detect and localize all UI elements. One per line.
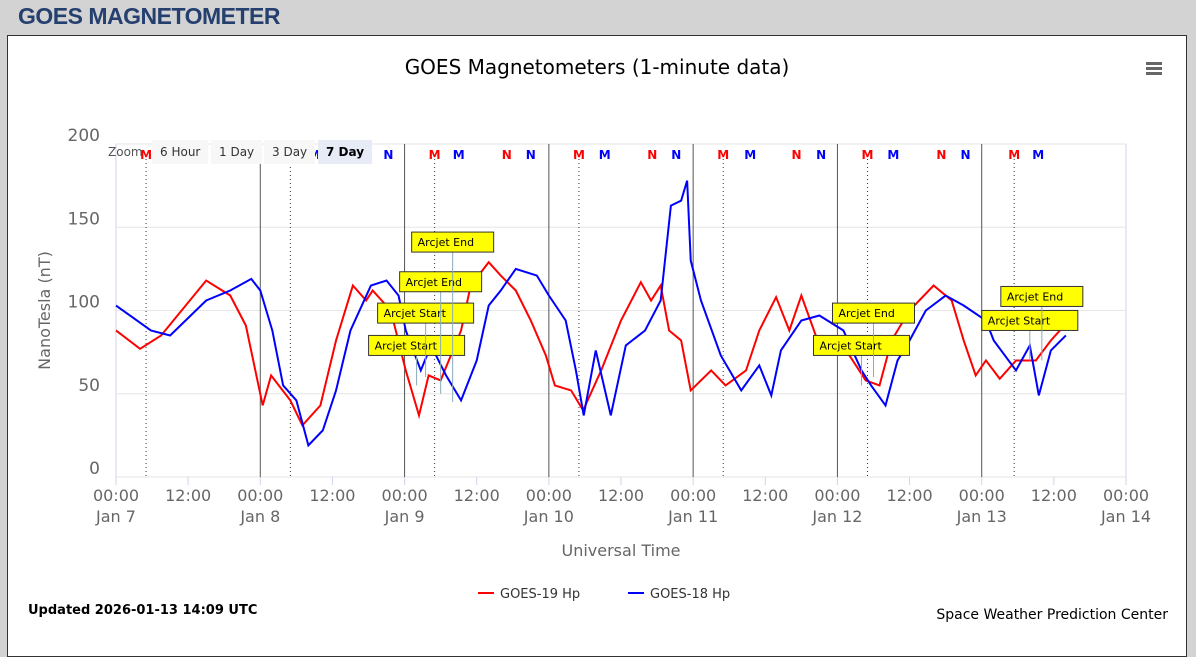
y-tick-label: 100 bbox=[68, 293, 100, 313]
credit-text: Space Weather Prediction Center bbox=[936, 607, 1168, 623]
x-tick-date: Jan 14 bbox=[1100, 507, 1151, 526]
annotation-label: Arcjet Start bbox=[819, 339, 882, 352]
x-tick-date: Jan 9 bbox=[384, 507, 425, 526]
x-tick-date: Jan 11 bbox=[667, 507, 718, 526]
x-tick-date: Jan 8 bbox=[239, 507, 280, 526]
event-marker-M: M bbox=[744, 148, 756, 162]
event-marker-N: N bbox=[792, 148, 802, 162]
event-marker-N: N bbox=[816, 148, 826, 162]
x-tick-time: 12:00 bbox=[742, 486, 788, 505]
hamburger-icon[interactable] bbox=[1146, 60, 1162, 77]
zoom-7-day-button[interactable]: 7 Day bbox=[318, 140, 373, 164]
event-marker-N: N bbox=[502, 148, 512, 162]
zoom-3-day-button[interactable]: 3 Day bbox=[264, 140, 316, 164]
y-tick-label: 0 bbox=[89, 459, 100, 479]
annotation-label: Arcjet End bbox=[406, 276, 462, 289]
event-marker-M: M bbox=[599, 148, 611, 162]
annotation-box bbox=[399, 271, 483, 293]
x-tick-time: 00:00 bbox=[237, 486, 283, 505]
event-marker-M: M bbox=[453, 148, 465, 162]
annotation-box bbox=[981, 309, 1079, 331]
x-tick-time: 00:00 bbox=[93, 486, 139, 505]
legend-item: GOES-18 Hp bbox=[650, 587, 730, 602]
event-marker-M: M bbox=[1032, 148, 1044, 162]
legend-item: GOES-19 Hp bbox=[500, 587, 580, 602]
x-tick-time: 12:00 bbox=[309, 486, 355, 505]
event-marker-M: M bbox=[140, 148, 152, 162]
x-tick-date: Jan 13 bbox=[956, 507, 1007, 526]
x-tick-time: 12:00 bbox=[454, 486, 500, 505]
event-marker-M: M bbox=[1008, 148, 1020, 162]
event-marker-N: N bbox=[671, 148, 681, 162]
event-marker-M: M bbox=[862, 148, 874, 162]
zoom-label: Zoom bbox=[108, 145, 143, 159]
x-tick-time: 12:00 bbox=[165, 486, 211, 505]
annotation-box bbox=[812, 334, 910, 356]
annotation-label: Arcjet End bbox=[839, 307, 895, 320]
zoom-6-hour-button[interactable]: 6 Hour bbox=[152, 140, 209, 164]
x-tick-time: 00:00 bbox=[670, 486, 716, 505]
page-header-title: GOES MAGNETOMETER bbox=[18, 3, 281, 29]
annotation-label: Arcjet Start bbox=[384, 307, 447, 320]
y-tick-label: 150 bbox=[68, 209, 100, 229]
y-tick-label: 200 bbox=[68, 126, 100, 146]
x-tick-date: Jan 12 bbox=[811, 507, 862, 526]
x-axis-label: Universal Time bbox=[561, 541, 680, 560]
x-tick-time: 12:00 bbox=[887, 486, 933, 505]
event-marker-N: N bbox=[383, 148, 393, 162]
annotation-label: Arcjet End bbox=[1007, 290, 1063, 303]
zoom-1-day-button[interactable]: 1 Day bbox=[211, 140, 263, 164]
series-line-goes-18-hp bbox=[115, 180, 1067, 448]
annotation-box bbox=[377, 302, 475, 324]
x-tick-time: 00:00 bbox=[814, 486, 860, 505]
event-marker-N: N bbox=[647, 148, 657, 162]
annotation-box bbox=[1000, 285, 1084, 307]
annotation-box bbox=[832, 302, 915, 324]
x-tick-time: 12:00 bbox=[598, 486, 644, 505]
chart-title: GOES Magnetometers (1-minute data) bbox=[405, 55, 790, 79]
annotation-label: Arcjet Start bbox=[988, 314, 1051, 327]
x-tick-date: Jan 10 bbox=[523, 507, 574, 526]
event-marker-N: N bbox=[936, 148, 946, 162]
event-marker-N: N bbox=[960, 148, 970, 162]
annotation-label: Arcjet Start bbox=[375, 339, 438, 352]
event-marker-M: M bbox=[573, 148, 585, 162]
y-axis-label: NanoTesla (nT) bbox=[35, 251, 54, 370]
x-tick-date: Jan 7 bbox=[95, 507, 136, 526]
x-tick-time: 12:00 bbox=[1031, 486, 1077, 505]
x-tick-time: 00:00 bbox=[526, 486, 572, 505]
event-marker-M: M bbox=[429, 148, 441, 162]
event-marker-M: M bbox=[717, 148, 729, 162]
x-tick-time: 00:00 bbox=[959, 486, 1005, 505]
magnetometer-chart: GOES Magnetometers (1-minute data) 0 50 100… bbox=[35, 55, 1151, 602]
x-tick-time: 00:00 bbox=[382, 486, 428, 505]
event-marker-M: M bbox=[887, 148, 899, 162]
updated-timestamp: Updated 2026-01-13 14:09 UTC bbox=[28, 603, 258, 618]
annotation-label: Arcjet End bbox=[418, 236, 474, 249]
annotation-box bbox=[411, 231, 495, 253]
y-tick-label: 50 bbox=[78, 376, 100, 396]
event-marker-N: N bbox=[526, 148, 536, 162]
x-tick-time: 00:00 bbox=[1103, 486, 1149, 505]
chart-panel: GOES Magnetometers (1-minute data) 0 50 100… bbox=[7, 35, 1187, 657]
